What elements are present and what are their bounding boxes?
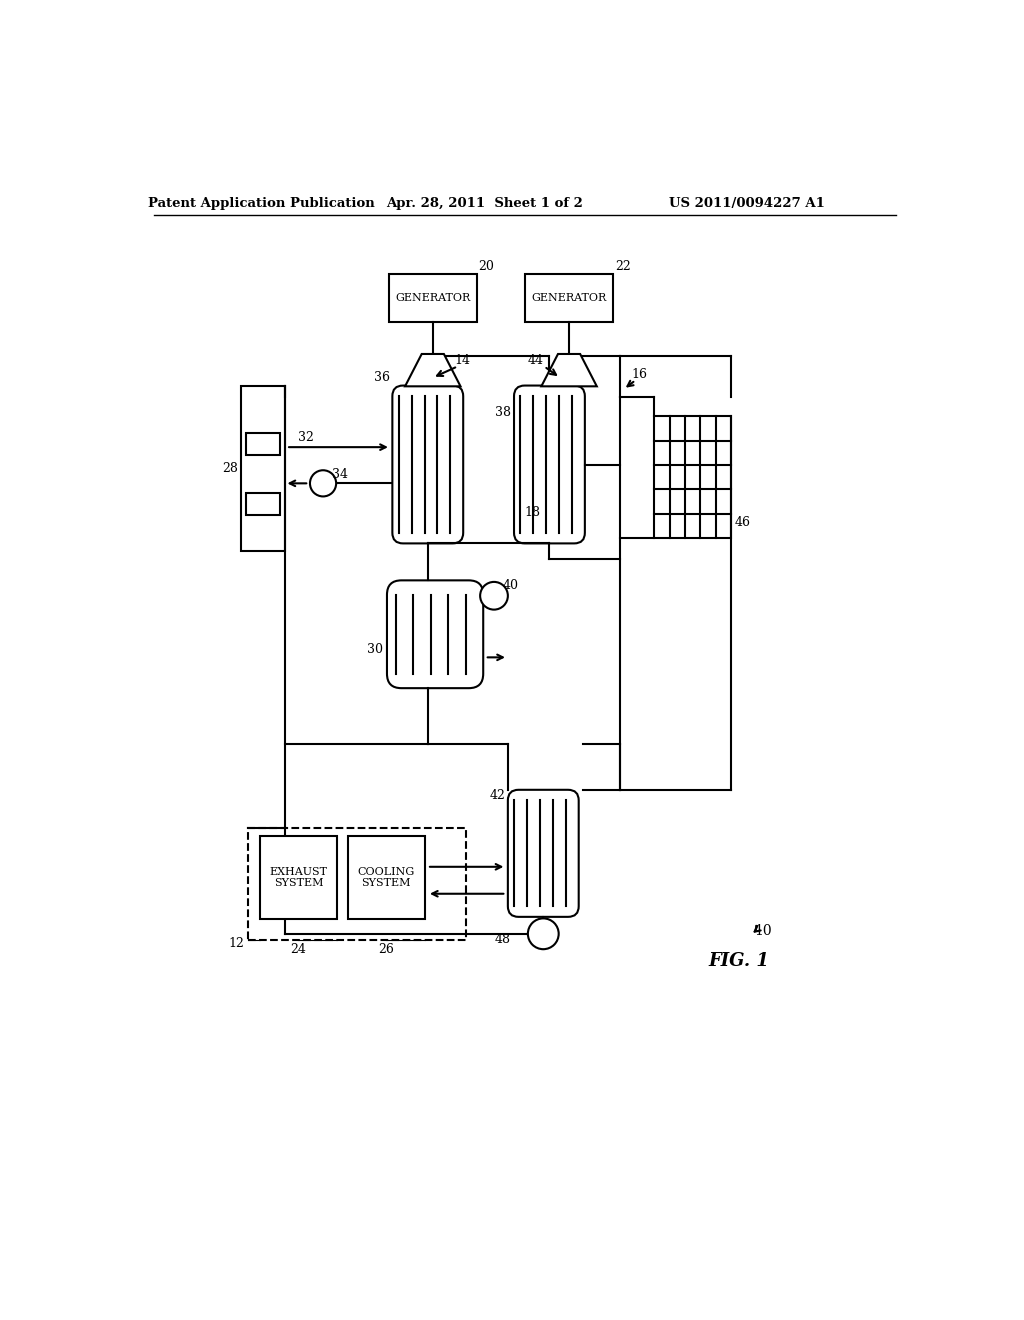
Text: 46: 46 <box>734 516 751 529</box>
Bar <box>249 829 466 940</box>
Bar <box>241 385 286 552</box>
FancyBboxPatch shape <box>387 581 483 688</box>
Text: 24: 24 <box>291 944 306 957</box>
FancyBboxPatch shape <box>392 385 463 544</box>
Text: 34: 34 <box>333 467 348 480</box>
Bar <box>524 275 613 322</box>
Bar <box>260 836 337 919</box>
Bar <box>348 836 425 919</box>
Text: 18: 18 <box>524 506 541 519</box>
Bar <box>654 416 731 539</box>
Text: 28: 28 <box>222 462 238 475</box>
Text: GENERATOR: GENERATOR <box>395 293 470 302</box>
FancyBboxPatch shape <box>508 789 579 917</box>
Text: 36: 36 <box>374 371 390 384</box>
Text: 26: 26 <box>378 944 394 957</box>
Polygon shape <box>542 354 597 387</box>
Text: 22: 22 <box>614 260 631 273</box>
Text: US 2011/0094227 A1: US 2011/0094227 A1 <box>669 197 824 210</box>
Text: COOLING
SYSTEM: COOLING SYSTEM <box>357 867 415 888</box>
Bar <box>388 275 477 322</box>
Text: EXHAUST
SYSTEM: EXHAUST SYSTEM <box>269 867 328 888</box>
Text: FIG. 1: FIG. 1 <box>708 952 769 970</box>
Text: 40: 40 <box>503 579 518 593</box>
Circle shape <box>480 582 508 610</box>
FancyBboxPatch shape <box>514 385 585 544</box>
Circle shape <box>310 470 336 496</box>
Text: 38: 38 <box>495 407 511 418</box>
Text: 32: 32 <box>298 432 314 445</box>
Text: 12: 12 <box>228 937 245 950</box>
Text: GENERATOR: GENERATOR <box>531 293 606 302</box>
Text: 20: 20 <box>478 260 495 273</box>
Circle shape <box>528 919 559 949</box>
Text: 48: 48 <box>495 933 510 946</box>
Text: 30: 30 <box>368 643 383 656</box>
Text: Apr. 28, 2011  Sheet 1 of 2: Apr. 28, 2011 Sheet 1 of 2 <box>386 197 584 210</box>
Text: 14: 14 <box>454 354 470 367</box>
Text: 44: 44 <box>528 354 544 367</box>
Text: 42: 42 <box>489 789 506 803</box>
Text: Patent Application Publication: Patent Application Publication <box>148 197 375 210</box>
Polygon shape <box>406 354 461 387</box>
Bar <box>246 494 280 515</box>
Bar <box>246 433 280 455</box>
Text: 16: 16 <box>631 367 647 380</box>
Text: 10: 10 <box>755 924 772 937</box>
